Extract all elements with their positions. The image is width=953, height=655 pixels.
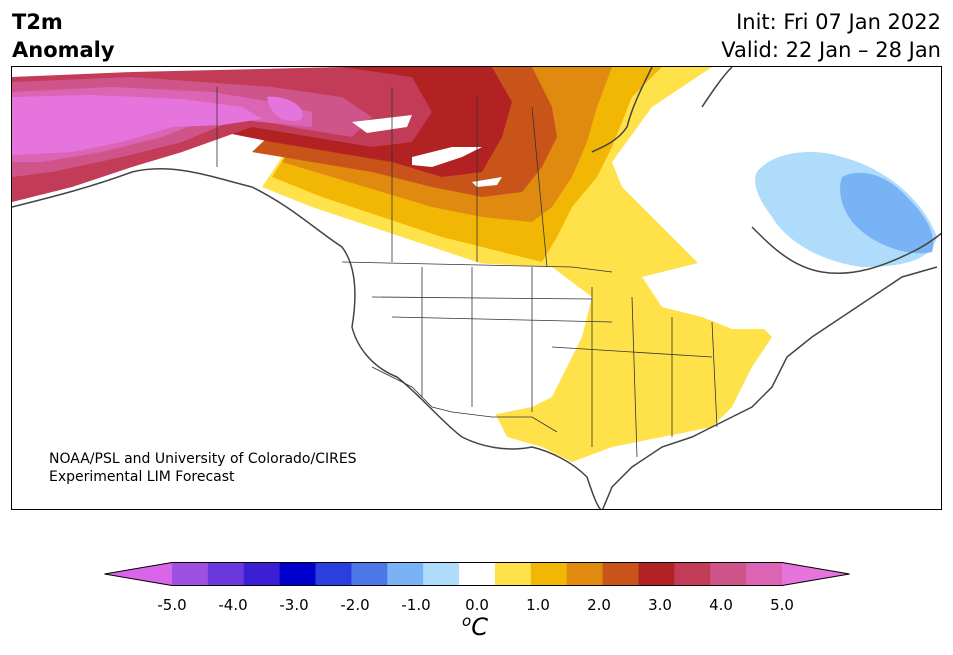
colorbar-tick-label: -4.0	[218, 596, 248, 614]
colorbar-swatch	[566, 562, 604, 586]
colorbar	[104, 562, 850, 586]
title-line-1: T2m	[12, 10, 63, 34]
map-title: T2m Anomaly	[12, 8, 115, 64]
title-line-2: Anomaly	[12, 38, 115, 62]
anomaly-map	[12, 67, 941, 509]
colorbar-swatch	[494, 562, 532, 586]
colorbar-swatch	[459, 562, 496, 586]
lake-highlight-1	[352, 115, 412, 133]
colorbar-swatch	[172, 562, 209, 586]
colorbar-unit: oC	[462, 612, 488, 641]
anomaly-region-warm-9b	[267, 96, 303, 121]
init-date: Init: Fri 07 Jan 2022	[736, 10, 941, 34]
lake-highlight-3	[472, 177, 502, 187]
colorbar-swatch	[638, 562, 675, 586]
colorbar-swatch	[207, 562, 245, 586]
colorbar-tick-label: -5.0	[157, 596, 187, 614]
coastline-layer	[12, 67, 941, 509]
colorbar-swatch	[279, 562, 317, 586]
colorbar-tick-label: -2.0	[340, 596, 370, 614]
colorbar-swatch	[674, 562, 711, 586]
colorbar-swatch	[315, 562, 352, 586]
anomaly-region-neutral-gl	[642, 262, 792, 329]
colorbar-swatch	[530, 562, 568, 586]
credit-text: NOAA/PSL and University of Colorado/CIRE…	[49, 450, 357, 486]
unit-letter: C	[471, 613, 488, 641]
colorbar-ticks: -5.0 -4.0 -3.0 -2.0 -1.0 0.0 1.0 2.0 3.0 4.0 5.0	[0, 596, 953, 616]
colorbar-swatch	[351, 562, 388, 586]
unit-degree: o	[462, 612, 472, 630]
colorbar-extend-high	[782, 562, 850, 586]
colorbar-tick-label: 1.0	[526, 596, 550, 614]
colorbar-outline	[104, 562, 850, 586]
anomaly-region-cool-2	[840, 172, 934, 254]
colorbar-tick-label: 3.0	[648, 596, 672, 614]
colorbar-swatch	[746, 562, 783, 586]
credit-line-1: NOAA/PSL and University of Colorado/CIRE…	[49, 451, 357, 467]
colorbar-tick-label: -3.0	[279, 596, 309, 614]
border-layer	[216, 87, 718, 458]
colorbar-tick-label: -1.0	[401, 596, 431, 614]
forecast-dates: Init: Fri 07 Jan 2022 Valid: 22 Jan – 28…	[721, 8, 941, 64]
colorbar-swatch	[387, 562, 424, 586]
colorbar-extend-low	[104, 562, 172, 586]
colorbar-tick-label: 0.0	[465, 596, 489, 614]
colorbar-swatch	[423, 562, 460, 586]
map-panel	[11, 66, 942, 510]
lake-highlight-2	[412, 147, 482, 167]
colorbar-swatch	[602, 562, 639, 586]
credit-line-2: Experimental LIM Forecast	[49, 469, 235, 485]
colorbar-tick-label: 5.0	[770, 596, 794, 614]
colorbar-swatch	[243, 562, 281, 586]
colorbar-tick-label: 4.0	[709, 596, 733, 614]
anomaly-region-warm-9	[12, 95, 262, 155]
colorbar-swatch	[710, 562, 747, 586]
valid-date: Valid: 22 Jan – 28 Jan	[721, 38, 941, 62]
colorbar-tick-label: 2.0	[587, 596, 611, 614]
